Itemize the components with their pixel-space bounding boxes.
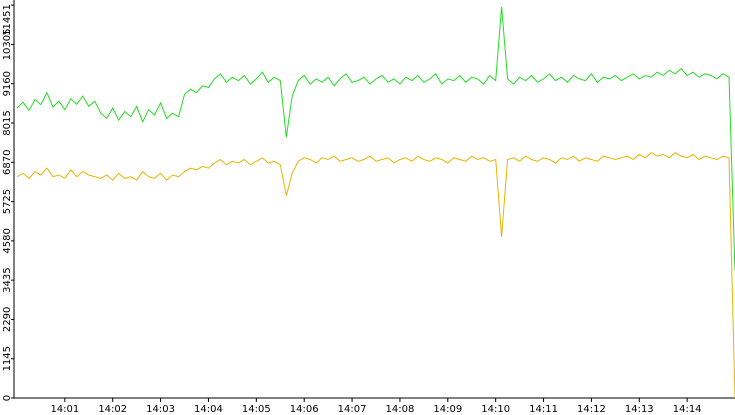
series-line: [16, 152, 735, 399]
y-tick-label: 11451: [2, 4, 13, 36]
x-tick-label: 14:01: [50, 404, 79, 415]
y-tick-label: 1145: [2, 346, 13, 371]
x-tick-label: 14:06: [290, 404, 319, 415]
y-tick-label: 0: [2, 395, 13, 401]
y-tick-label: 8015: [2, 110, 13, 135]
y-tick-label: 9160: [2, 71, 13, 96]
series-line: [16, 6, 735, 272]
x-tick-label: 14:03: [146, 404, 175, 415]
x-tick-label: 14:14: [673, 404, 702, 415]
x-tick-label: 14:04: [194, 404, 223, 415]
x-tick-label: 14:02: [98, 404, 127, 415]
x-tick-label: 14:05: [242, 404, 271, 415]
y-tick-label: 2290: [2, 307, 13, 332]
y-tick-label: 3435: [2, 267, 13, 292]
x-tick-label: 14:10: [481, 404, 510, 415]
x-tick-label: 14:11: [529, 404, 558, 415]
y-tick-label: 6870: [2, 150, 13, 175]
x-tick-label: 14:08: [386, 404, 415, 415]
y-tick-label: 4580: [2, 228, 13, 253]
x-tick-label: 14:12: [577, 404, 606, 415]
x-tick-label: 14:13: [625, 404, 654, 415]
y-tick-label: 10305: [2, 29, 13, 61]
x-tick-label: 14:07: [338, 404, 367, 415]
x-tick-label: 14:09: [433, 404, 462, 415]
y-tick-label: 5725: [2, 189, 13, 214]
